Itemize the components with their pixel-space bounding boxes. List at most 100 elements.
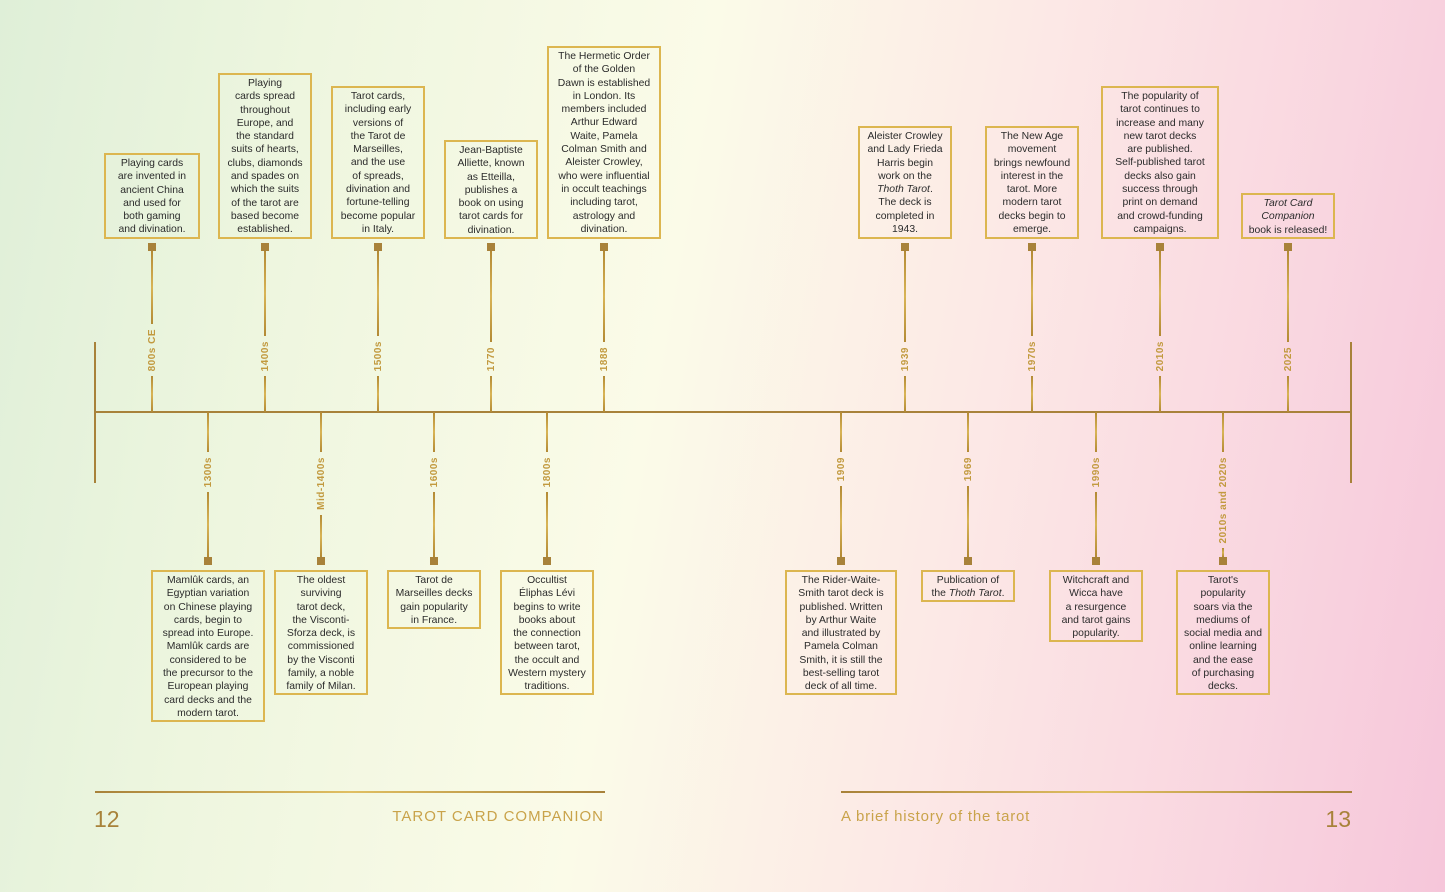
event-date-label: 2010s	[1154, 340, 1166, 371]
event-box: The oldest surviving tarot deck, the Vis…	[274, 570, 368, 695]
connector-line	[904, 376, 906, 412]
event-box: Mamlûk cards, an Egyptian variation on C…	[151, 570, 265, 722]
event-date-label: 1800s	[541, 457, 553, 488]
event-date-label: 1969	[962, 457, 974, 482]
connector-marker	[964, 557, 972, 565]
connector-marker	[1092, 557, 1100, 565]
left-footer-rule	[95, 791, 605, 793]
event-box: The New Age movement brings newfound int…	[985, 126, 1079, 239]
connector-line	[1031, 376, 1033, 412]
connector-line	[151, 251, 153, 324]
connector-line	[1159, 376, 1161, 412]
event-date-label: 2010s and 2020s	[1217, 457, 1229, 544]
event-box: Tarot's popularity soars via the mediums…	[1176, 570, 1270, 695]
timeline-end-cap	[1350, 342, 1352, 483]
event-text: Thoth Tarot	[877, 184, 930, 196]
connector-line	[320, 412, 322, 452]
connector-marker	[261, 243, 269, 251]
event-text: Occultist Éliphas Lévi begins to write b…	[508, 575, 586, 693]
event-text: Thoth Tarot	[948, 588, 1002, 600]
connector-marker	[543, 557, 551, 565]
event-connector: 1888	[584, 243, 624, 412]
event-date-label: 1300s	[202, 457, 214, 488]
event-text: Mamlûk cards, an Egyptian variation on C…	[162, 575, 254, 719]
event-connector: 1600s	[414, 412, 454, 565]
connector-line	[603, 251, 605, 342]
connector-line	[320, 514, 322, 557]
connector-line	[151, 376, 153, 412]
event-text: Tarot's popularity soars via the mediums…	[1184, 575, 1262, 693]
connector-line	[1031, 251, 1033, 336]
connector-marker	[1219, 557, 1227, 565]
connector-line	[967, 412, 969, 452]
event-box: Aleister Crowley and Lady Frieda Harris …	[858, 126, 952, 239]
connector-line	[207, 492, 209, 557]
event-connector: 1969	[948, 412, 988, 565]
connector-marker	[317, 557, 325, 565]
event-box: Tarot cards, including early versions of…	[331, 86, 425, 239]
event-text: Playing cards spread throughout Europe, …	[227, 78, 303, 236]
event-text: Publication of the	[931, 575, 1000, 600]
event-connector: 800s CE	[132, 243, 172, 412]
event-date-label: 1600s	[428, 457, 440, 488]
event-box: The popularity of tarot continues to inc…	[1101, 86, 1219, 239]
event-date-label: 1909	[835, 457, 847, 482]
connector-line	[377, 251, 379, 336]
connector-line	[433, 492, 435, 557]
event-connector: 1800s	[527, 412, 567, 565]
event-date-label: 1500s	[372, 340, 384, 371]
connector-line	[1222, 412, 1224, 452]
event-text: book is released!	[1248, 224, 1328, 236]
timeline-start-cap	[94, 342, 96, 483]
event-text: The Hermetic Order of the Golden Dawn is…	[557, 51, 651, 235]
event-date-label: 1970s	[1026, 340, 1038, 371]
event-date-label: 1400s	[259, 340, 271, 371]
connector-line	[490, 251, 492, 342]
event-text: The Rider-Waite- Smith tarot deck is pub…	[798, 575, 884, 693]
event-text: Aleister Crowley and Lady Frieda Harris …	[867, 131, 943, 182]
right-footer-rule	[841, 791, 1352, 793]
event-date-label: 1888	[598, 346, 610, 371]
event-text: Witchcraft and Wicca have a resurgence a…	[1061, 575, 1131, 640]
event-box: Publication of the Thoth Tarot.	[921, 570, 1015, 602]
timeline-axis	[95, 411, 1352, 413]
right-page-number: 13	[1325, 806, 1351, 832]
connector-line	[433, 412, 435, 452]
connector-line	[207, 412, 209, 452]
event-box: Tarot de Marseilles decks gain popularit…	[387, 570, 481, 629]
event-connector: 2025	[1268, 243, 1308, 412]
event-text: Playing cards are invented in ancient Ch…	[117, 158, 187, 236]
event-connector: 1770	[471, 243, 511, 412]
connector-line	[1095, 412, 1097, 452]
connector-line	[377, 376, 379, 412]
connector-line	[1287, 251, 1289, 342]
event-date-label: 2025	[1282, 346, 1294, 371]
connector-line	[840, 486, 842, 557]
event-date-label: 1770	[485, 346, 497, 371]
event-connector: 1500s	[358, 243, 398, 412]
event-text: Tarot cards, including early versions of…	[340, 91, 416, 235]
connector-marker	[600, 243, 608, 251]
connector-line	[967, 486, 969, 557]
right-running-head: A brief history of the tarot	[841, 808, 1031, 825]
event-connector: 1970s	[1012, 243, 1052, 412]
event-date-label: Mid-1400s	[315, 457, 327, 510]
event-text: Tarot Card Companion	[1261, 198, 1315, 223]
event-box: Playing cards are invented in ancient Ch…	[104, 153, 200, 239]
event-box: The Rider-Waite- Smith tarot deck is pub…	[785, 570, 897, 695]
connector-marker	[204, 557, 212, 565]
event-text: The New Age movement brings newfound int…	[993, 131, 1071, 236]
event-box: Playing cards spread throughout Europe, …	[218, 73, 312, 239]
event-connector: 2010s and 2020s	[1203, 412, 1243, 565]
event-date-label: 1939	[899, 346, 911, 371]
event-box: Witchcraft and Wicca have a resurgence a…	[1049, 570, 1143, 642]
connector-marker	[430, 557, 438, 565]
event-box: Jean-Baptiste Alliette, known as Etteill…	[444, 140, 538, 239]
connector-line	[840, 412, 842, 452]
event-text: Tarot de Marseilles decks gain popularit…	[395, 575, 473, 626]
event-connector: 1990s	[1076, 412, 1116, 565]
connector-marker	[837, 557, 845, 565]
connector-line	[546, 412, 548, 452]
connector-line	[603, 376, 605, 412]
event-connector: 1300s	[188, 412, 228, 565]
